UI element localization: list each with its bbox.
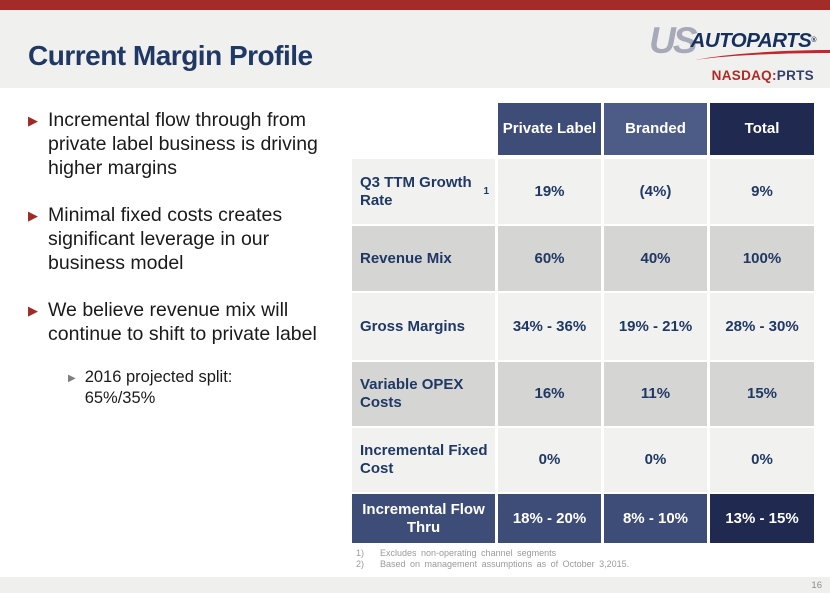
ticker-symbol: PRTS	[776, 68, 814, 83]
logo-swoosh-icon	[694, 50, 830, 60]
page-number: 16	[811, 580, 822, 591]
table-cell: 100%	[710, 226, 814, 291]
row-label: Variable OPEX Costs	[352, 362, 495, 426]
bullet-text: Incremental flow through from private la…	[48, 109, 318, 179]
table-cell: 11%	[604, 362, 707, 426]
table-row: Revenue Mix 60% 40% 100%	[352, 226, 814, 291]
table-cell: 15%	[710, 362, 814, 426]
sub-bullet-text: 2016 projected split: 65%/35%	[84, 368, 233, 407]
table-cell: 0%	[710, 428, 814, 492]
footnote-text: Based on management assumptions as of Oc…	[380, 559, 630, 569]
table-cell: 19% - 21%	[604, 293, 707, 360]
table-cell: 9%	[710, 159, 814, 224]
slide-header: Current Margin Profile US AUTOPARTS® NAS…	[0, 10, 830, 88]
sub-bullet-triangle-icon: ▶	[68, 373, 76, 384]
table-row: Q3 TTM Growth Rate 1 19% (4%) 9%	[352, 159, 814, 224]
footnote-number: 2)	[356, 559, 365, 569]
table-cell: 34% - 36%	[498, 293, 601, 360]
bullet-list: ▶ Incremental flow through from private …	[28, 108, 346, 409]
header-spacer-cell	[352, 103, 495, 155]
bullet-triangle-icon: ▶	[28, 303, 38, 318]
column-header-branded: Branded	[604, 103, 707, 155]
list-item: ▶ We believe revenue mix will continue t…	[28, 298, 346, 346]
row-label: Incremental Flow Thru	[352, 494, 495, 543]
table-row: Incremental Fixed Cost 0% 0% 0%	[352, 428, 814, 492]
column-header-total: Total	[710, 103, 814, 155]
footnote-line: 2) Based on management assumptions as of…	[356, 559, 796, 570]
margin-table: Private Label Branded Total Q3 TTM Growt…	[352, 103, 814, 545]
row-label: Gross Margins	[352, 293, 495, 360]
logo-wordmark: US AUTOPARTS®	[649, 20, 830, 61]
table-cell: 0%	[498, 428, 601, 492]
table-cell: 8% - 10%	[604, 494, 707, 543]
table-row-highlight: Incremental Flow Thru 18% - 20% 8% - 10%…	[352, 494, 814, 543]
bullet-triangle-icon: ▶	[28, 208, 38, 223]
table-row: Variable OPEX Costs 16% 11% 15%	[352, 362, 814, 426]
footnotes: 1) Excludes non-operating channel segmen…	[356, 548, 796, 570]
row-label: Revenue Mix	[352, 226, 495, 291]
table-cell: 0%	[604, 428, 707, 492]
row-label: Q3 TTM Growth Rate 1	[352, 159, 495, 224]
table-cell: 60%	[498, 226, 601, 291]
top-accent-bar	[0, 0, 830, 10]
table-cell: 19%	[498, 159, 601, 224]
sub-list-item: ▶ 2016 projected split: 65%/35%	[68, 367, 288, 409]
table-row: Gross Margins 34% - 36% 19% - 21% 28% - …	[352, 293, 814, 360]
column-header-private-label: Private Label	[498, 103, 601, 155]
list-item: ▶ Incremental flow through from private …	[28, 108, 346, 180]
page-title: Current Margin Profile	[28, 40, 313, 71]
usautoparts-logo: US AUTOPARTS® NASDAQ:PRTS	[606, 20, 830, 86]
table-cell: 18% - 20%	[498, 494, 601, 543]
footnote-number: 1)	[356, 548, 365, 558]
registered-mark: ®	[811, 37, 816, 44]
row-label: Incremental Fixed Cost	[352, 428, 495, 492]
logo-autoparts-wrap: AUTOPARTS®	[690, 29, 830, 60]
bullet-text: We believe revenue mix will continue to …	[48, 299, 317, 345]
logo-us-text: US	[649, 20, 697, 61]
logo-autoparts-text: AUTOPARTS®	[690, 29, 817, 52]
footnote-superscript: 1	[483, 185, 489, 197]
table-cell: 13% - 15%	[710, 494, 814, 543]
ticker: NASDAQ:PRTS	[712, 68, 814, 83]
footnote-line: 1) Excludes non-operating channel segmen…	[356, 548, 796, 559]
ticker-exchange: NASDAQ:	[711, 68, 777, 83]
footer-strip	[0, 577, 830, 593]
table-cell: (4%)	[604, 159, 707, 224]
table-cell: 16%	[498, 362, 601, 426]
table-cell: 28% - 30%	[710, 293, 814, 360]
list-item: ▶ Minimal fixed costs creates significan…	[28, 203, 346, 275]
table-cell: 40%	[604, 226, 707, 291]
footnote-text: Excludes non-operating channel segments	[380, 548, 557, 558]
table-header-row: Private Label Branded Total	[352, 103, 814, 155]
bullet-text: Minimal fixed costs creates significant …	[48, 204, 283, 274]
bullet-triangle-icon: ▶	[28, 113, 38, 128]
